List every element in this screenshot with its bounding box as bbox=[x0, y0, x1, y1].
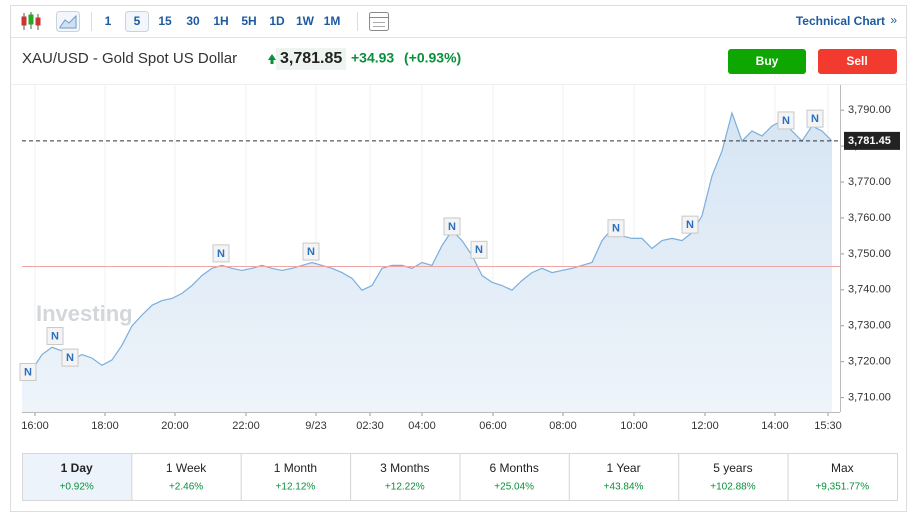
x-tick-label: 06:00 bbox=[479, 420, 507, 432]
news-marker-label[interactable]: N bbox=[307, 246, 315, 258]
change-percent: (+0.93%) bbox=[404, 50, 461, 66]
x-tick-label: 12:00 bbox=[691, 420, 719, 432]
buy-button[interactable] bbox=[728, 49, 806, 74]
up-arrow bbox=[268, 54, 276, 64]
news-marker[interactable] bbox=[806, 109, 824, 128]
period-change[interactable]: +12.12% bbox=[276, 482, 316, 493]
x-tick-label: 18:00 bbox=[91, 420, 119, 432]
interval[interactable]: 15 bbox=[158, 14, 172, 28]
news-marker-label[interactable]: N bbox=[66, 352, 74, 364]
y-tick-label: 3,790.00 bbox=[848, 104, 891, 116]
news-marker-label[interactable]: N bbox=[612, 223, 620, 235]
period-change[interactable]: +12.22% bbox=[385, 482, 425, 493]
chevron[interactable]: » bbox=[890, 13, 897, 27]
x-tick-label: 14:00 bbox=[761, 420, 789, 432]
period-change[interactable]: +25.04% bbox=[494, 482, 534, 493]
chart: Investing.com3,710.003,720.003,730.003,7… bbox=[19, 85, 900, 432]
interval[interactable]: 5H bbox=[241, 14, 256, 28]
y-tick-label: 3,760.00 bbox=[848, 212, 891, 224]
news-marker[interactable] bbox=[46, 327, 64, 346]
period-cell[interactable] bbox=[240, 453, 352, 501]
technical-chart-link[interactable]: Technical Chart bbox=[796, 14, 885, 28]
interval-active[interactable] bbox=[125, 11, 149, 32]
calendar-icon[interactable] bbox=[369, 12, 389, 31]
interval[interactable]: 1 bbox=[105, 14, 112, 28]
interval[interactable]: 30 bbox=[186, 14, 200, 28]
period-label[interactable]: Max bbox=[831, 461, 854, 475]
period-label[interactable]: 1 Year bbox=[607, 461, 641, 475]
news-marker-label[interactable]: N bbox=[51, 330, 59, 342]
buy-label[interactable]: Buy bbox=[756, 54, 779, 68]
area bbox=[22, 113, 832, 412]
instrument-title: XAU/USD - Gold Spot US Dollar bbox=[22, 50, 237, 67]
news-marker[interactable] bbox=[212, 244, 230, 263]
period-label[interactable]: 1 Month bbox=[274, 461, 317, 475]
period-label[interactable]: 1 Day bbox=[61, 461, 93, 475]
period-cell[interactable] bbox=[787, 453, 898, 501]
area-icon[interactable] bbox=[56, 11, 80, 32]
period-label[interactable]: 5 years bbox=[713, 461, 752, 475]
x-tick-label: 20:00 bbox=[161, 420, 189, 432]
news-marker-label[interactable]: N bbox=[686, 219, 694, 231]
period-label[interactable]: 6 Months bbox=[490, 461, 539, 475]
period-label[interactable]: 1 Week bbox=[166, 461, 207, 475]
news-marker-label[interactable]: N bbox=[24, 366, 32, 378]
news-marker[interactable] bbox=[19, 362, 37, 381]
y-tick-label: 3,740.00 bbox=[848, 284, 891, 296]
period-change[interactable]: +43.84% bbox=[604, 482, 644, 493]
period-cell[interactable] bbox=[568, 453, 680, 501]
period-change[interactable]: +0.92% bbox=[60, 482, 94, 493]
price-box bbox=[276, 48, 346, 70]
change: +34.93 bbox=[351, 50, 394, 66]
sell-button[interactable] bbox=[818, 49, 897, 74]
news-marker[interactable] bbox=[443, 217, 461, 236]
news-marker[interactable] bbox=[607, 219, 625, 238]
news-marker-label[interactable]: N bbox=[782, 115, 790, 127]
x-tick-label: 22:00 bbox=[232, 420, 260, 432]
interval[interactable]: 1W bbox=[296, 14, 315, 28]
period-cell[interactable] bbox=[131, 453, 242, 501]
news-marker[interactable] bbox=[302, 242, 320, 261]
candle-icon[interactable] bbox=[21, 12, 41, 30]
x-tick-label: 16:00 bbox=[21, 420, 49, 432]
interval[interactable]: 1M bbox=[324, 14, 341, 28]
y-tick-label: 3,750.00 bbox=[848, 248, 891, 260]
y-tick-label: 3,710.00 bbox=[848, 392, 891, 404]
interval[interactable]: 1H bbox=[213, 14, 228, 28]
news-marker-label[interactable]: N bbox=[217, 248, 225, 260]
period-change[interactable]: +9,351.77% bbox=[815, 482, 869, 493]
news-marker[interactable] bbox=[61, 348, 79, 367]
price: 3,781.85 bbox=[280, 50, 342, 67]
y-tick-label: 3,770.00 bbox=[848, 176, 891, 188]
period-change[interactable]: +102.88% bbox=[710, 482, 755, 493]
period-change[interactable]: +2.46% bbox=[169, 482, 203, 493]
period-cell[interactable] bbox=[459, 453, 570, 501]
interval[interactable]: 5 bbox=[134, 14, 141, 28]
news-marker[interactable] bbox=[681, 215, 699, 234]
current-price-box bbox=[844, 131, 900, 150]
interval[interactable]: 1D bbox=[269, 14, 285, 28]
sell-label[interactable]: Sell bbox=[846, 54, 867, 68]
x-tick-label: 9/23 bbox=[305, 420, 326, 432]
x-tick-label: 08:00 bbox=[549, 420, 577, 432]
period-cell[interactable] bbox=[22, 453, 133, 501]
news-marker-label[interactable]: N bbox=[448, 221, 456, 233]
x-tick-label: 02:30 bbox=[356, 420, 384, 432]
period-cell[interactable] bbox=[678, 453, 789, 501]
y-tick-label: 3,730.00 bbox=[848, 320, 891, 332]
ui: 1 5 15 30 1H 5H 1D 1W 1M1 Day+0.92%1 Week+2.46%1… bbox=[22, 11, 898, 501]
news-marker[interactable] bbox=[777, 111, 795, 130]
news-marker-label[interactable]: N bbox=[475, 244, 483, 256]
current-price-label: 3,781.45 bbox=[848, 135, 891, 147]
x-tick-label: 10:00 bbox=[620, 420, 648, 432]
y-tick-label: 3,720.00 bbox=[848, 356, 891, 368]
news-marker[interactable] bbox=[470, 240, 488, 259]
news-marker-label[interactable]: N bbox=[811, 113, 819, 125]
x-tick-label: 04:00 bbox=[408, 420, 436, 432]
watermark: Investing bbox=[36, 301, 133, 326]
period-label[interactable]: 3 Months bbox=[380, 461, 429, 475]
x-tick-label: 15:30 bbox=[814, 420, 842, 432]
